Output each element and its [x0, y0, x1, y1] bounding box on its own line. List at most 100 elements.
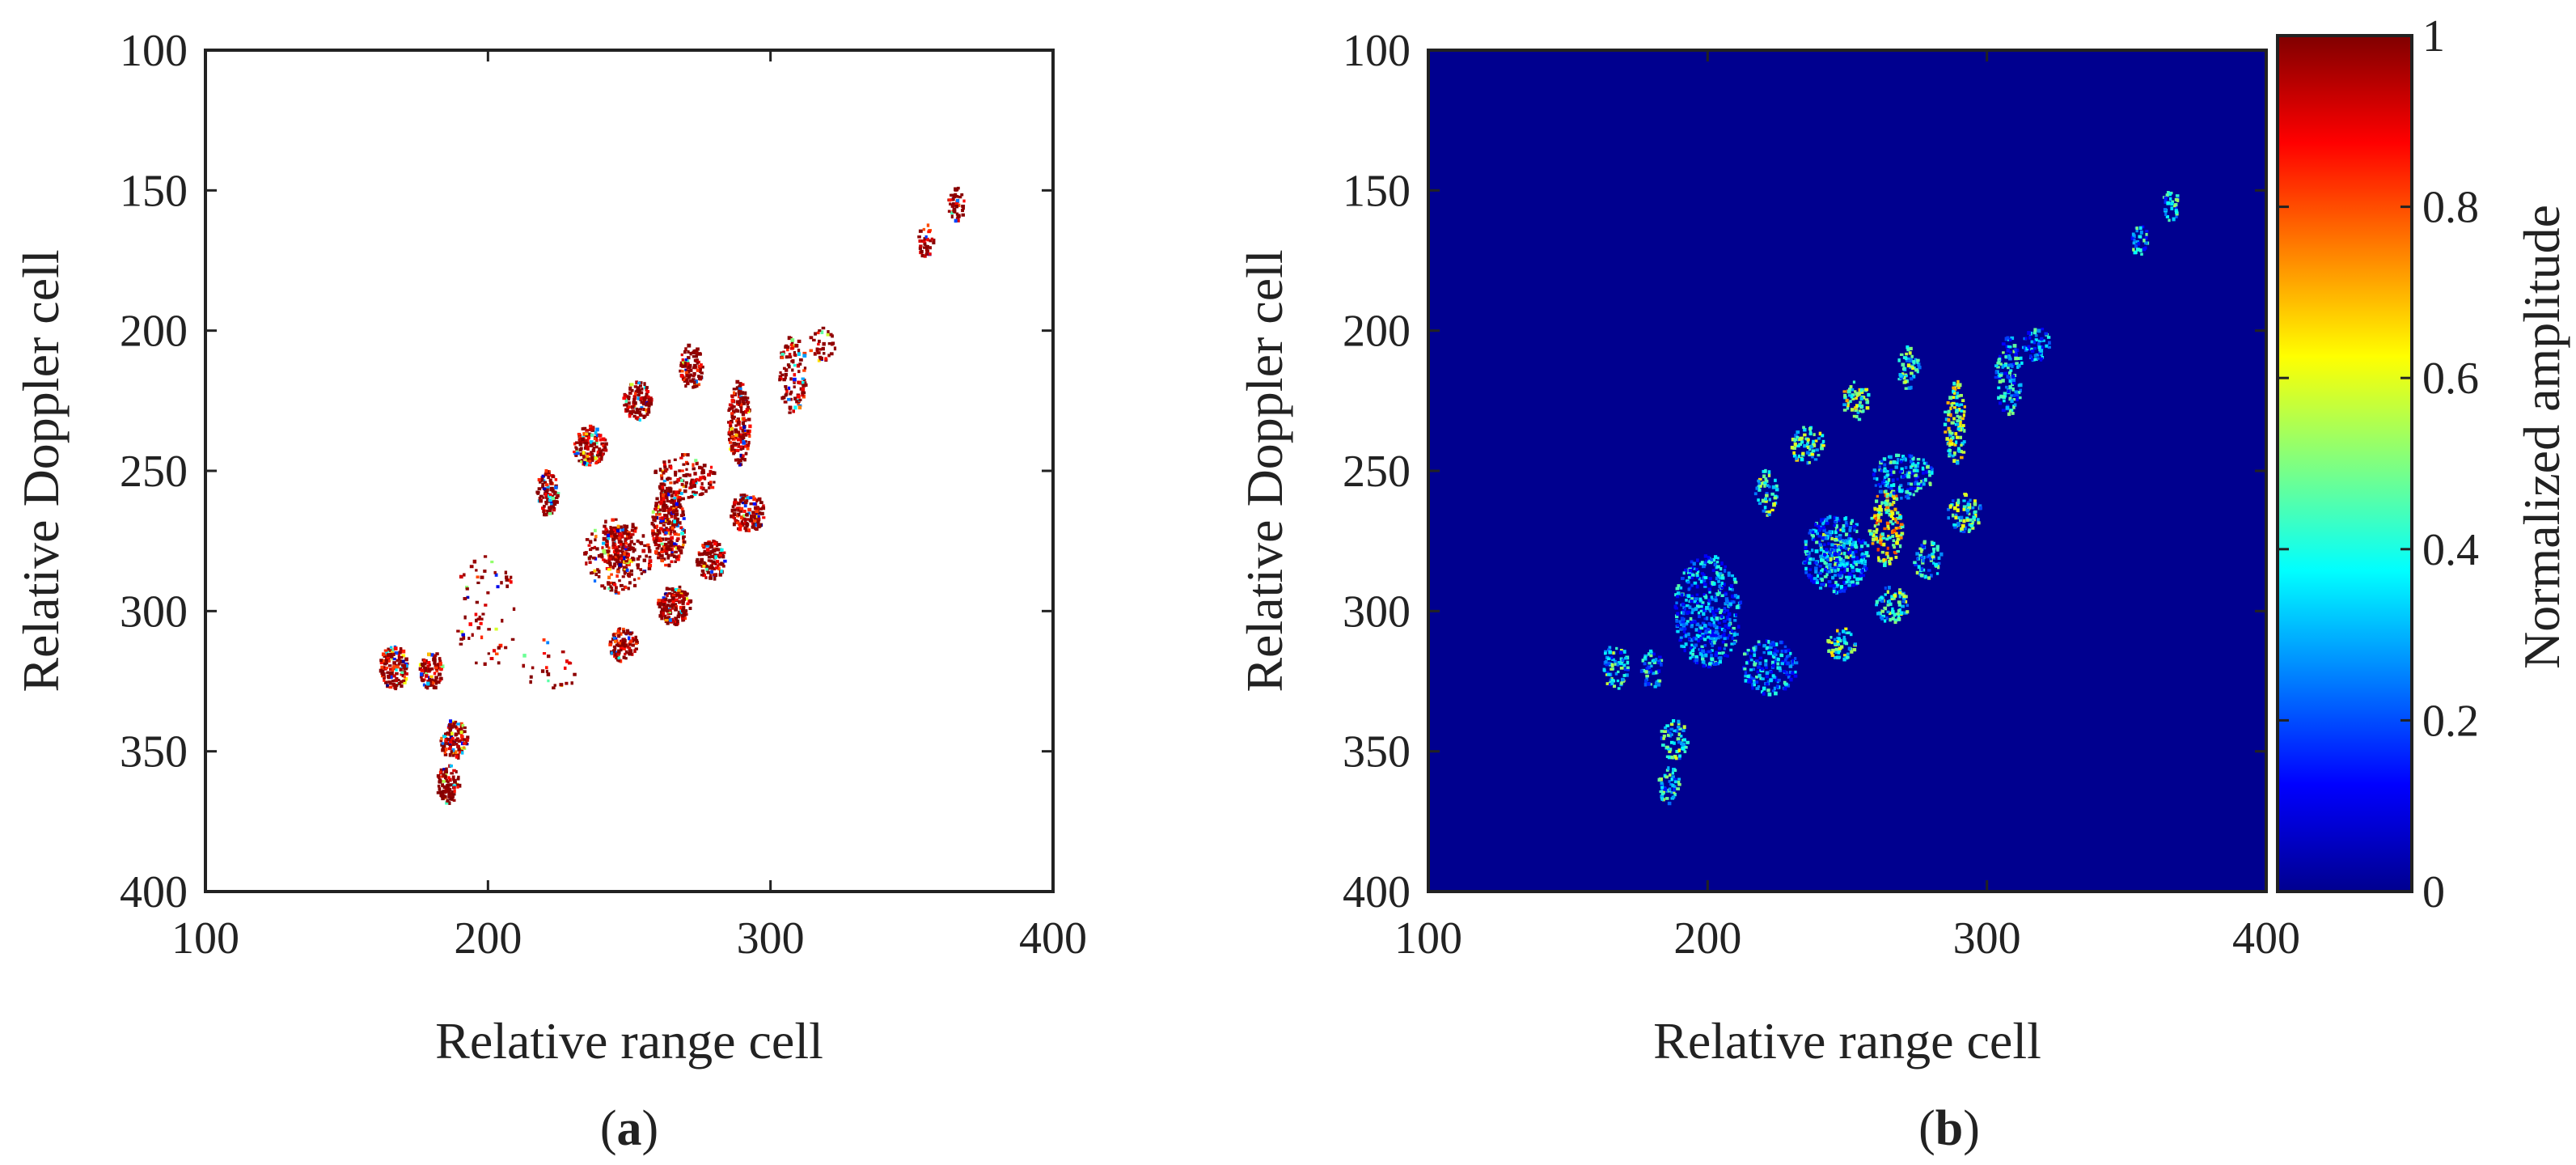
- data-point: [1949, 413, 1952, 417]
- data-point: [957, 218, 960, 222]
- data-point: [664, 563, 668, 567]
- data-point: [1912, 375, 1916, 379]
- data-point: [713, 567, 717, 570]
- data-point: [546, 497, 549, 502]
- data-point: [1895, 453, 1898, 458]
- data-point: [1953, 453, 1956, 456]
- data-point: [1609, 678, 1613, 681]
- data-point: [1671, 783, 1675, 788]
- data-point: [1922, 458, 1925, 462]
- data-point: [1687, 638, 1691, 641]
- data-point: [1833, 552, 1838, 556]
- data-point: [1891, 495, 1895, 498]
- data-point: [717, 564, 720, 568]
- data-point: [2033, 354, 2037, 358]
- data-point: [661, 549, 666, 553]
- data-point: [1880, 550, 1885, 554]
- data-point: [2041, 328, 2045, 331]
- data-point: [667, 460, 671, 464]
- data-point: [1900, 532, 1905, 536]
- data-point: [1805, 451, 1810, 455]
- data-point: [1606, 648, 1611, 652]
- data-point: [2176, 198, 2180, 202]
- data-point: [670, 465, 673, 470]
- data-point: [619, 659, 623, 663]
- data-point: [1757, 684, 1761, 688]
- data-point: [1881, 536, 1886, 540]
- data-point: [1690, 574, 1695, 577]
- data-point: [1669, 722, 1674, 727]
- data-point: [1850, 544, 1855, 549]
- data-point: [625, 409, 629, 413]
- data-point: [1826, 557, 1829, 561]
- data-point: [584, 551, 588, 555]
- data-point: [1769, 678, 1773, 683]
- data-point: [2044, 332, 2048, 336]
- data-point: [696, 368, 700, 372]
- data-point: [395, 667, 398, 671]
- data-point: [1823, 567, 1827, 572]
- data-point: [1888, 599, 1892, 603]
- data-point: [660, 477, 664, 481]
- data-point: [1667, 747, 1670, 751]
- data-point: [1905, 595, 1908, 599]
- data-point: [645, 392, 649, 396]
- data-point: [728, 438, 731, 442]
- data-point: [1669, 773, 1672, 777]
- data-point: [387, 671, 391, 674]
- data-point: [1876, 523, 1880, 526]
- data-point: [709, 564, 713, 567]
- data-point: [651, 532, 656, 535]
- data-point: [1892, 539, 1896, 543]
- data-point: [665, 496, 669, 500]
- y-tick-label: 150: [120, 166, 188, 216]
- data-point: [1768, 485, 1771, 489]
- data-point: [1847, 537, 1851, 540]
- data-point: [1924, 461, 1928, 466]
- data-point: [399, 646, 403, 651]
- data-point: [681, 606, 686, 610]
- data-point: [1617, 687, 1621, 690]
- data-point: [1828, 565, 1831, 570]
- data-point: [582, 441, 586, 444]
- data-point: [1841, 527, 1845, 532]
- data-point: [1818, 565, 1822, 568]
- data-point: [721, 554, 725, 559]
- data-point: [1833, 515, 1838, 520]
- data-point: [1728, 633, 1731, 638]
- data-point: [1682, 571, 1686, 575]
- data-point: [437, 672, 442, 676]
- data-point: [611, 518, 615, 522]
- data-point: [1834, 539, 1837, 542]
- data-point: [1926, 555, 1930, 559]
- data-point: [676, 537, 680, 540]
- data-point: [617, 649, 621, 654]
- data-point: [740, 391, 745, 396]
- data-point: [449, 735, 454, 739]
- data-point: [654, 470, 658, 474]
- data-point: [1796, 435, 1800, 438]
- data-point: [595, 434, 600, 437]
- data-point: [1847, 534, 1851, 537]
- data-point: [1681, 729, 1686, 732]
- data-point: [600, 456, 603, 461]
- data-point: [1724, 602, 1728, 606]
- data-point: [923, 254, 927, 258]
- data-point: [1687, 576, 1691, 579]
- data-point: [2046, 336, 2051, 339]
- data-point: [1894, 494, 1898, 498]
- data-point: [733, 512, 737, 516]
- data-point: [1726, 617, 1729, 621]
- data-point: [736, 514, 739, 518]
- data-point: [722, 565, 725, 568]
- data-point: [483, 570, 487, 573]
- data-point: [1753, 492, 1758, 496]
- data-point: [592, 442, 596, 446]
- data-point: [422, 660, 427, 665]
- data-point: [1959, 529, 1964, 533]
- data-point: [1900, 534, 1903, 537]
- data-point: [742, 517, 745, 521]
- data-point: [578, 443, 583, 447]
- data-point: [454, 725, 458, 729]
- data-point: [632, 638, 636, 642]
